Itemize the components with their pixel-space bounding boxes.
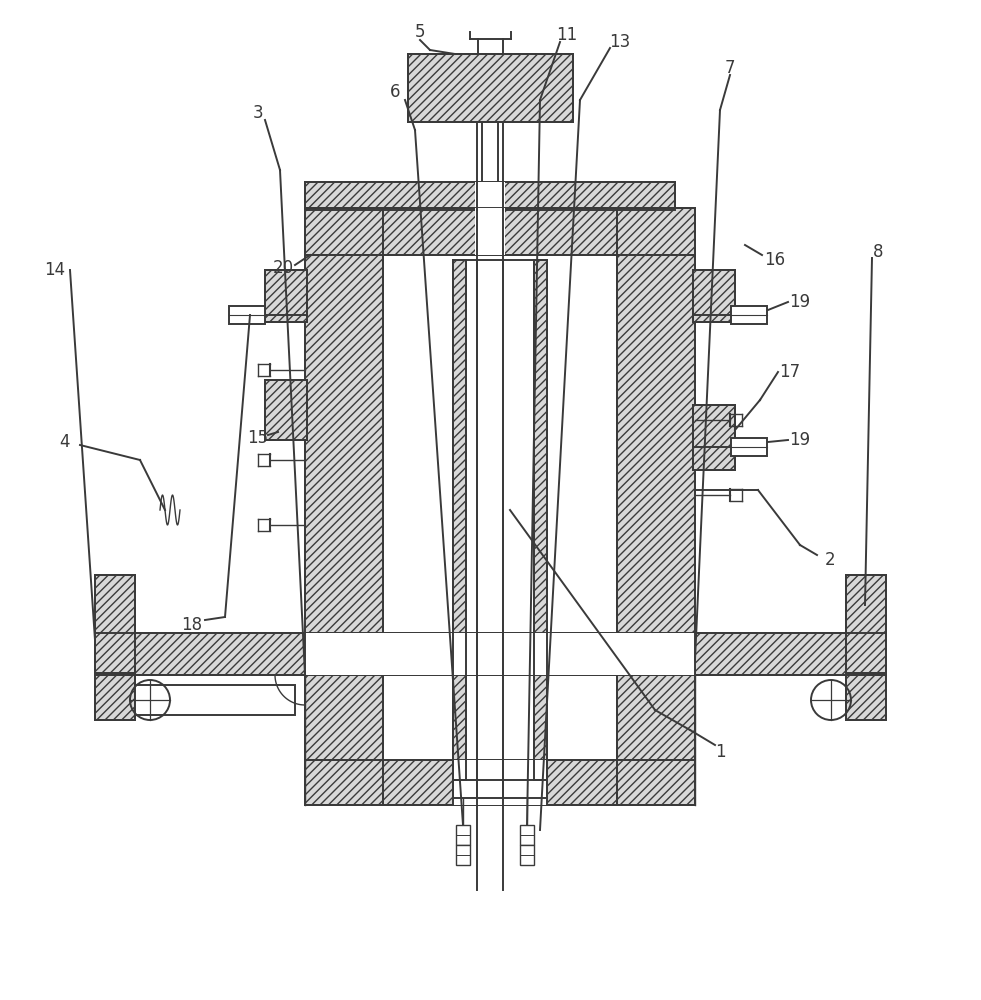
Bar [265,380,307,440]
Bar [846,575,886,675]
Bar [466,260,534,780]
Text: 18: 18 [181,616,202,634]
Bar [456,845,470,865]
Text: 1: 1 [715,743,725,761]
Bar [95,673,135,720]
Bar [456,825,470,845]
Text: 19: 19 [790,431,810,449]
Bar [453,780,547,798]
Bar [265,270,307,322]
Bar [617,208,695,255]
Bar [846,673,886,720]
Text: 3: 3 [253,104,263,122]
Bar [453,260,466,780]
Bar [305,760,695,805]
Bar [617,208,695,255]
Bar [731,438,767,456]
Bar [846,673,886,720]
Text: 14: 14 [44,261,66,279]
Bar [95,575,135,675]
Bar [731,306,767,324]
Bar [305,182,675,210]
Bar [383,208,617,255]
Text: 7: 7 [725,59,735,77]
Text: 15: 15 [247,429,269,447]
Text: 5: 5 [415,23,425,41]
Bar [408,54,573,122]
Bar [265,380,307,440]
Bar [617,255,695,805]
Text: 13: 13 [609,33,631,51]
Text: 2: 2 [825,551,835,569]
Bar [305,633,695,675]
Text: 6: 6 [389,83,400,101]
Bar [453,780,547,798]
Text: 4: 4 [60,433,71,451]
Bar [534,260,547,780]
Bar [95,673,135,720]
Bar [520,845,534,865]
Bar [229,306,265,324]
Bar [846,575,886,675]
Bar [305,208,383,255]
Bar [453,760,547,805]
Bar [693,405,735,470]
Bar [265,270,307,322]
Bar [475,208,505,255]
Text: 17: 17 [780,363,800,381]
Bar [95,633,886,675]
Text: 16: 16 [764,251,786,269]
Bar [693,270,735,322]
Bar [693,405,735,470]
Bar [693,270,735,322]
Bar [135,685,295,715]
Bar [305,255,383,805]
Bar [305,760,695,805]
Bar [408,54,573,122]
Bar [383,208,617,255]
Text: 19: 19 [790,293,810,311]
Bar [95,633,886,675]
Text: 11: 11 [556,26,578,44]
Bar [383,255,617,805]
Bar [534,260,547,780]
Text: 20: 20 [273,259,293,277]
Bar [453,260,466,780]
Bar [305,182,675,210]
Bar [520,825,534,845]
Bar [475,182,505,210]
Bar [95,575,135,675]
Text: 8: 8 [873,243,883,261]
Bar [305,208,383,255]
